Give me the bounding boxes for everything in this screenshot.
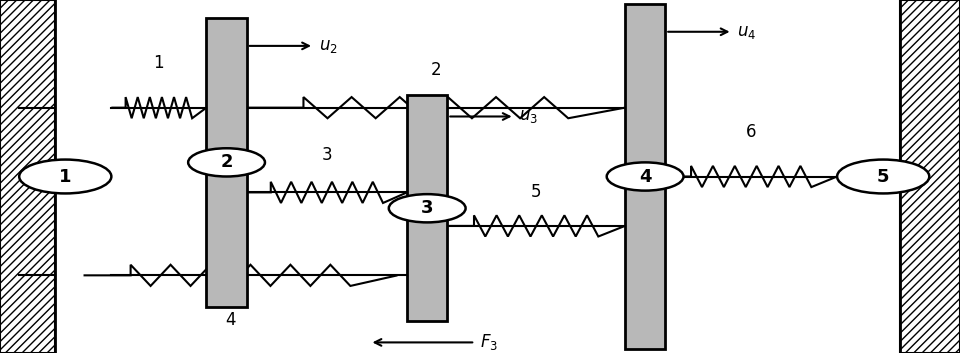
Circle shape xyxy=(188,148,265,176)
Bar xyxy=(900,0,960,353)
Text: $u_3$: $u_3$ xyxy=(519,108,539,125)
Text: 1: 1 xyxy=(154,54,164,72)
Text: 4: 4 xyxy=(226,311,236,329)
Text: $u_2$: $u_2$ xyxy=(319,37,338,55)
Circle shape xyxy=(837,160,929,193)
Circle shape xyxy=(607,162,684,191)
Bar xyxy=(625,4,665,349)
Text: 5: 5 xyxy=(876,168,890,185)
Text: 6: 6 xyxy=(746,123,756,141)
Bar xyxy=(0,0,55,353)
Text: 2: 2 xyxy=(220,154,233,171)
Text: 3: 3 xyxy=(322,146,332,164)
Bar xyxy=(206,18,247,307)
Bar xyxy=(407,95,447,321)
Text: 2: 2 xyxy=(430,61,442,79)
Text: $u_4$: $u_4$ xyxy=(737,23,756,41)
Text: 3: 3 xyxy=(420,199,434,217)
Text: 5: 5 xyxy=(531,183,541,201)
Text: $F_3$: $F_3$ xyxy=(480,333,498,352)
Circle shape xyxy=(389,194,466,222)
Text: 4: 4 xyxy=(638,168,652,185)
Circle shape xyxy=(19,160,111,193)
Text: 1: 1 xyxy=(59,168,72,185)
